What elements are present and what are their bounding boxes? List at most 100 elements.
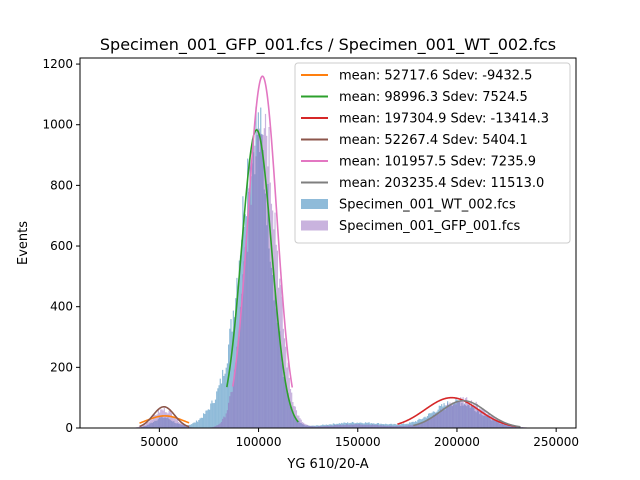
histogram-bar xyxy=(416,423,418,428)
histogram-bar xyxy=(361,424,363,428)
histogram-bar xyxy=(322,424,324,428)
histogram-bar xyxy=(170,413,173,428)
histogram-bar xyxy=(231,331,233,428)
histogram-bar xyxy=(216,391,218,428)
histogram-bar xyxy=(370,424,373,428)
histogram-bar xyxy=(376,424,378,428)
histogram-bar xyxy=(310,425,312,428)
histogram-bar xyxy=(517,426,519,428)
histogram-bar xyxy=(482,409,484,428)
histogram-bar xyxy=(222,369,224,428)
histogram-bar xyxy=(322,426,324,428)
histogram-bar xyxy=(444,410,446,428)
fit-curve-1 xyxy=(139,415,190,424)
histogram-bar xyxy=(138,426,140,428)
histogram-bar xyxy=(508,424,511,428)
plot-frame xyxy=(79,57,577,429)
histogram-bar xyxy=(422,422,424,428)
histogram-bar xyxy=(430,416,432,428)
histogram-bar xyxy=(474,405,476,428)
histogram-bar xyxy=(393,423,395,428)
histogram-bar xyxy=(218,424,220,428)
legend-entry-label: mean: 197304.9 Sdev: -13414.3 xyxy=(339,112,549,127)
histogram-bar xyxy=(431,418,433,428)
histogram-bar xyxy=(233,369,236,428)
histogram-bar xyxy=(328,426,330,428)
histogram-bar xyxy=(326,425,328,428)
histogram-bar xyxy=(419,422,421,428)
histogram-bar xyxy=(273,229,275,428)
histogram-bar xyxy=(394,426,396,428)
histogram-bar xyxy=(493,417,495,428)
histogram-bar xyxy=(255,156,257,428)
histogram-bar xyxy=(481,408,483,428)
histogram-bar xyxy=(210,403,212,428)
histogram-layer xyxy=(131,106,536,428)
histogram-bar xyxy=(374,424,376,428)
histogram-bar xyxy=(224,373,226,428)
histogram-bar xyxy=(345,424,348,428)
histogram-bar xyxy=(205,410,207,428)
histogram-bar xyxy=(299,418,301,428)
histogram-bar xyxy=(433,415,436,428)
histogram-bar xyxy=(192,423,194,428)
histogram-bar xyxy=(217,388,219,428)
histogram-bar xyxy=(179,422,181,428)
histogram-bar xyxy=(248,188,250,428)
histogram-bar xyxy=(139,426,142,428)
histogram-bar xyxy=(213,426,215,428)
histogram-bar xyxy=(492,415,494,428)
histogram-bar xyxy=(142,425,144,428)
histogram-bar xyxy=(388,425,390,428)
fit-curve-5 xyxy=(231,75,294,388)
histogram-bar xyxy=(198,420,200,428)
histogram-bar xyxy=(260,133,262,428)
histogram-bar xyxy=(455,404,457,428)
y-tick-label: 600 xyxy=(50,239,73,253)
histogram-bar xyxy=(347,424,349,428)
fit-curve-3 xyxy=(397,396,517,428)
histogram-bar xyxy=(193,422,195,428)
histogram-bar xyxy=(188,424,190,428)
histogram-bar xyxy=(155,415,157,428)
histogram-bar xyxy=(176,418,179,428)
y-tick-label: 200 xyxy=(50,360,73,374)
histogram-bar xyxy=(426,419,428,428)
histogram-bar xyxy=(298,415,300,428)
histogram-bar xyxy=(283,338,286,428)
histogram-bar xyxy=(311,426,313,428)
histogram-bar xyxy=(228,344,230,428)
histogram-bar xyxy=(457,401,459,428)
histogram-bar xyxy=(163,407,165,428)
histogram-bar xyxy=(402,425,405,428)
histogram-bar xyxy=(270,203,273,428)
histogram-bar xyxy=(381,425,383,428)
histogram-bar xyxy=(461,398,463,428)
histogram-bar xyxy=(375,424,377,428)
histogram-bar xyxy=(195,420,198,428)
histogram-bar xyxy=(201,417,204,428)
histogram-bar xyxy=(339,424,342,428)
x-axis: 50000 100000 150000 200000 250000 xyxy=(140,428,579,449)
fit-curve-4 xyxy=(139,405,190,428)
y-tick-label: 0 xyxy=(65,421,73,435)
histogram-bar xyxy=(392,426,394,428)
histogram-bar xyxy=(167,413,169,428)
histogram-bar xyxy=(414,424,417,428)
histogram-bar xyxy=(185,425,187,428)
histogram-bar xyxy=(349,424,351,428)
histogram-bar xyxy=(366,424,368,428)
histogram-bar xyxy=(143,424,145,428)
histogram-bar xyxy=(175,419,177,428)
histogram-bar xyxy=(157,409,159,428)
histogram-bar xyxy=(333,425,336,428)
histogram-bar xyxy=(332,423,334,428)
histogram-bar xyxy=(258,128,261,428)
histogram-bar xyxy=(274,212,276,428)
histogram-bar xyxy=(473,403,475,428)
histogram-bar xyxy=(286,367,288,428)
histogram-bar xyxy=(464,398,467,428)
histogram-bar xyxy=(161,409,163,428)
histogram-bar xyxy=(241,293,243,428)
